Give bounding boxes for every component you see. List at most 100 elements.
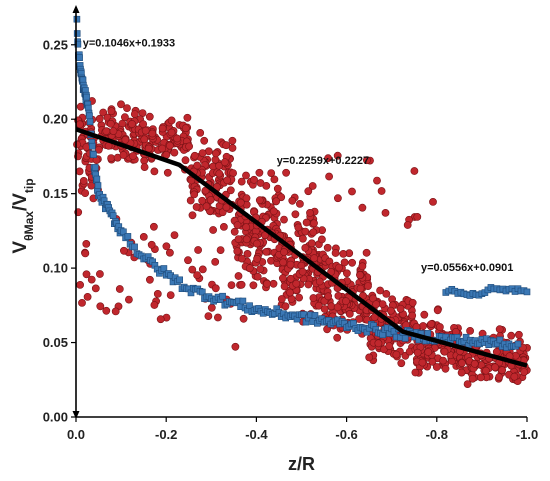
red-point-223 [140, 135, 149, 144]
red-point-1162 [120, 246, 128, 255]
blue-point-45 [89, 142, 96, 150]
red-point-1131 [165, 248, 174, 257]
red-point-1197 [288, 196, 297, 205]
red-point-308 [219, 222, 228, 231]
blue-point-244 [496, 336, 504, 344]
red-point-326 [229, 169, 237, 177]
blue-point-1 [73, 30, 81, 37]
red-point-1181 [333, 194, 342, 203]
blue-point-34 [83, 93, 90, 101]
red-point-1150 [96, 270, 104, 278]
red-point-194 [163, 168, 172, 177]
red-point-88 [95, 114, 104, 123]
red-point-866 [392, 350, 401, 359]
red-point-464 [242, 171, 250, 180]
red-point-747 [356, 271, 364, 279]
red-point-858 [385, 342, 394, 350]
red-point-156 [145, 112, 154, 121]
red-point-1178 [211, 284, 220, 293]
red-point-1106 [457, 359, 466, 367]
blue-point-212 [424, 330, 432, 337]
red-point-1048 [515, 330, 523, 339]
red-point-167 [150, 167, 159, 176]
blue-point-121 [219, 292, 226, 300]
red-point-724 [362, 248, 371, 257]
red-point-91 [107, 154, 115, 162]
red-point-549 [304, 280, 313, 289]
red-point-274 [211, 149, 220, 158]
blue-point-179 [350, 319, 357, 327]
red-point-745 [356, 284, 365, 293]
red-point-965 [439, 356, 447, 365]
red-point-706 [320, 305, 329, 313]
red-point-601 [286, 260, 295, 269]
red-point-1140 [170, 231, 179, 239]
blue-point-79 [124, 233, 132, 240]
blue-point-95 [160, 265, 168, 272]
red-point-1119 [520, 368, 529, 376]
red-point-842 [386, 306, 395, 315]
red-point-147 [102, 127, 111, 136]
red-point-315 [193, 161, 202, 170]
red-point-287 [209, 226, 217, 234]
red-point-335 [215, 161, 223, 170]
equation-label-2: y=0.0556x+0.0901 [421, 262, 513, 274]
red-scatter-series [73, 97, 531, 388]
blue-point-50 [91, 164, 99, 171]
equation-label-1: y=0.2259x+0.2227 [277, 155, 369, 167]
red-point-1188 [282, 168, 290, 177]
red-point-1165 [124, 295, 133, 304]
red-point-233 [141, 126, 150, 135]
y-axis-arrow [72, 5, 80, 13]
red-point-1166 [245, 264, 254, 273]
red-point-1180 [377, 187, 386, 195]
red-point-1175 [162, 242, 171, 251]
red-point-1204 [429, 197, 437, 206]
red-point-239 [167, 128, 176, 137]
red-point-4 [76, 102, 85, 111]
red-point-860 [374, 339, 383, 348]
red-point-255 [226, 186, 235, 195]
red-point-1086 [457, 368, 466, 377]
red-point-804 [382, 289, 391, 298]
red-point-55 [76, 120, 84, 129]
red-point-1116 [491, 363, 499, 372]
red-point-470 [262, 247, 271, 256]
red-point-210 [181, 124, 190, 133]
red-point-1042 [495, 373, 503, 381]
blue-point-40 [86, 112, 93, 120]
annotations: y=0.1046x+0.1933 y=0.2259x+0.2227 y=0.0556… [83, 37, 514, 274]
red-point-142 [121, 135, 130, 144]
red-point-226 [173, 134, 181, 143]
red-point-1121 [204, 312, 213, 320]
red-point-303 [198, 149, 207, 157]
red-point-969 [424, 348, 433, 356]
y-tick-label-1: 0.05 [43, 335, 68, 350]
blue-point-192 [379, 331, 387, 339]
red-point-8 [75, 167, 84, 176]
fit-line [75, 127, 528, 368]
red-point-236 [165, 141, 174, 150]
red-point-131 [119, 151, 128, 159]
red-point-428 [242, 235, 251, 244]
red-point-1151 [211, 257, 220, 266]
x-tick-label-2: -0.4 [245, 427, 268, 442]
axes: 0.00 0.05 0.10 0.15 0.20 0.25 0.0 -0.2 -0.4 -0.6 -… [43, 5, 538, 442]
red-point-701 [345, 309, 354, 318]
equation-label-0: y=0.1046x+0.1933 [83, 37, 175, 49]
y-tick-label-5: 0.25 [43, 37, 68, 52]
red-point-1138 [145, 275, 154, 284]
red-point-1191 [333, 151, 342, 160]
red-point-1156 [78, 298, 86, 307]
red-point-572 [302, 218, 311, 227]
red-point-237 [144, 144, 153, 153]
red-point-575 [317, 235, 326, 244]
red-point-324 [222, 203, 231, 212]
red-point-533 [281, 302, 290, 311]
axis-titles: z/R VθMax/Vtip [10, 178, 315, 474]
red-point-986 [463, 380, 472, 388]
red-point-1130 [96, 302, 105, 311]
red-point-742 [341, 297, 350, 306]
red-point-455 [242, 223, 251, 232]
red-point-218 [140, 163, 149, 171]
